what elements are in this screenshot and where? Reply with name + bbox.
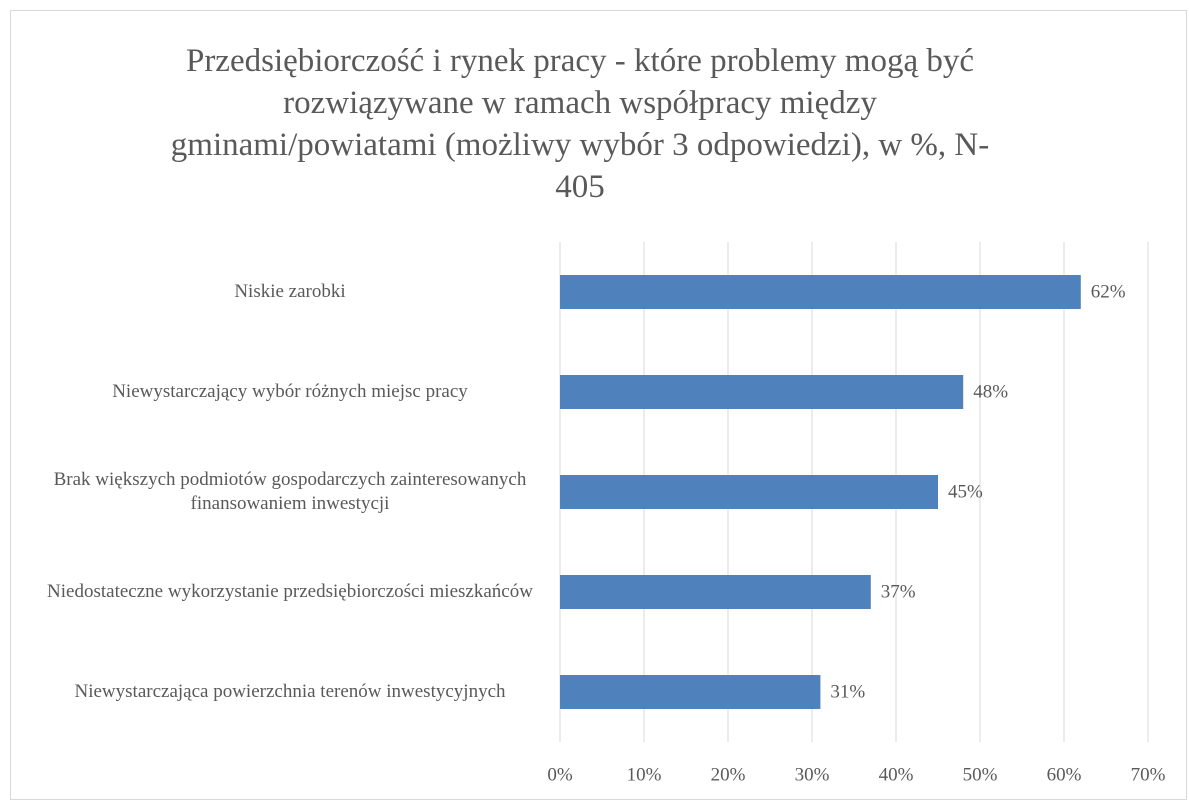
x-tick-label: 50% bbox=[963, 764, 998, 785]
bar bbox=[560, 275, 1081, 309]
x-tick-label: 40% bbox=[879, 764, 914, 785]
x-tick-label: 60% bbox=[1047, 764, 1082, 785]
data-label: 62% bbox=[1091, 281, 1126, 302]
bar bbox=[560, 375, 964, 409]
data-label: 45% bbox=[948, 481, 983, 502]
chart-title: Przedsiębiorczość i rynek pracy - które … bbox=[170, 43, 990, 205]
data-label: 37% bbox=[881, 581, 916, 602]
y-tick-label: Brak większych podmiotów gospodarczych z… bbox=[53, 469, 527, 514]
x-tick-label: 30% bbox=[795, 764, 830, 785]
x-tick-label: 0% bbox=[547, 764, 573, 785]
data-label: 48% bbox=[973, 381, 1008, 402]
bar bbox=[560, 575, 871, 609]
x-tick-label: 20% bbox=[711, 764, 746, 785]
x-tick-label: 10% bbox=[627, 764, 662, 785]
x-tick-label: 70% bbox=[1131, 764, 1166, 785]
data-label: 31% bbox=[830, 681, 865, 702]
y-tick-label: Niewystarczający wybór różnych miejsc pr… bbox=[112, 381, 468, 402]
y-tick-label: Niewystarczająca powierzchnia terenów in… bbox=[74, 681, 506, 702]
y-tick-label: Niskie zarobki bbox=[234, 281, 346, 302]
y-tick-label: Niedostateczne wykorzystanie przedsiębio… bbox=[47, 581, 533, 602]
bar bbox=[560, 475, 938, 509]
bar bbox=[560, 675, 821, 709]
